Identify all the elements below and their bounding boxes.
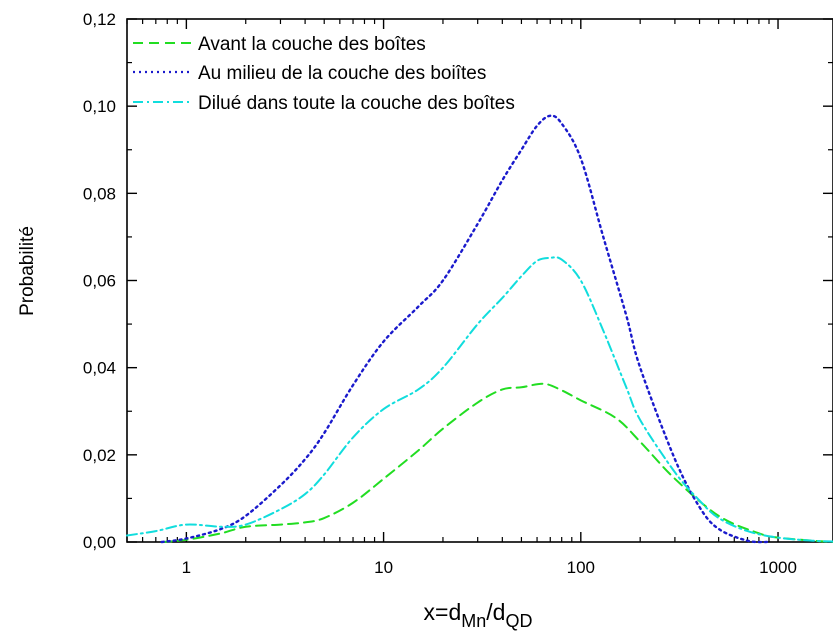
series-line-2 [126,256,833,543]
legend-item-dilue: Dilué dans toute la couche des boîtes [133,93,515,114]
legend-label-avant: Avant la couche des boîtes [198,34,426,55]
series-line-1 [160,114,771,544]
legend: Avant la couche des boîtes Au milieu de … [133,34,515,114]
series-line-0 [160,382,833,543]
x-axis-label-separator: /d [486,599,505,625]
y-axis-label: Probabilité [17,226,38,316]
y-tick-label: 0,08 [83,184,116,203]
x-axis-label-base: x=d [424,599,462,625]
y-tick-label: 0,12 [83,10,116,29]
axis-tick-labels: 0,00 0,02 0,04 0,06 0,08 0,10 0,12 1 10 100 1000 [83,10,797,577]
x-tick-label: 100 [567,558,595,577]
legend-item-avant: Avant la couche des boîtes [133,34,426,55]
series-lines [126,114,833,544]
axis-ticks [126,18,833,543]
x-axis-label-sub-qd: QD [505,611,532,631]
legend-item-milieu: Au milieu de la couche des boiîtes [133,63,486,84]
y-tick-label: 0,06 [83,272,116,291]
y-tick-label: 0,10 [83,97,116,116]
y-tick-label: 0,02 [83,446,116,465]
x-axis-label: x=dMn/dQD [424,599,533,631]
x-tick-label: 10 [374,558,393,577]
y-tick-label: 0,04 [83,359,116,378]
x-tick-label: 1000 [759,558,797,577]
legend-label-milieu: Au milieu de la couche des boiîtes [198,63,486,84]
legend-label-dilue: Dilué dans toute la couche des boîtes [198,93,515,114]
x-axis-label-sub-mn: Mn [461,611,486,631]
x-tick-label: 1 [182,558,191,577]
y-tick-label: 0,00 [83,533,116,552]
